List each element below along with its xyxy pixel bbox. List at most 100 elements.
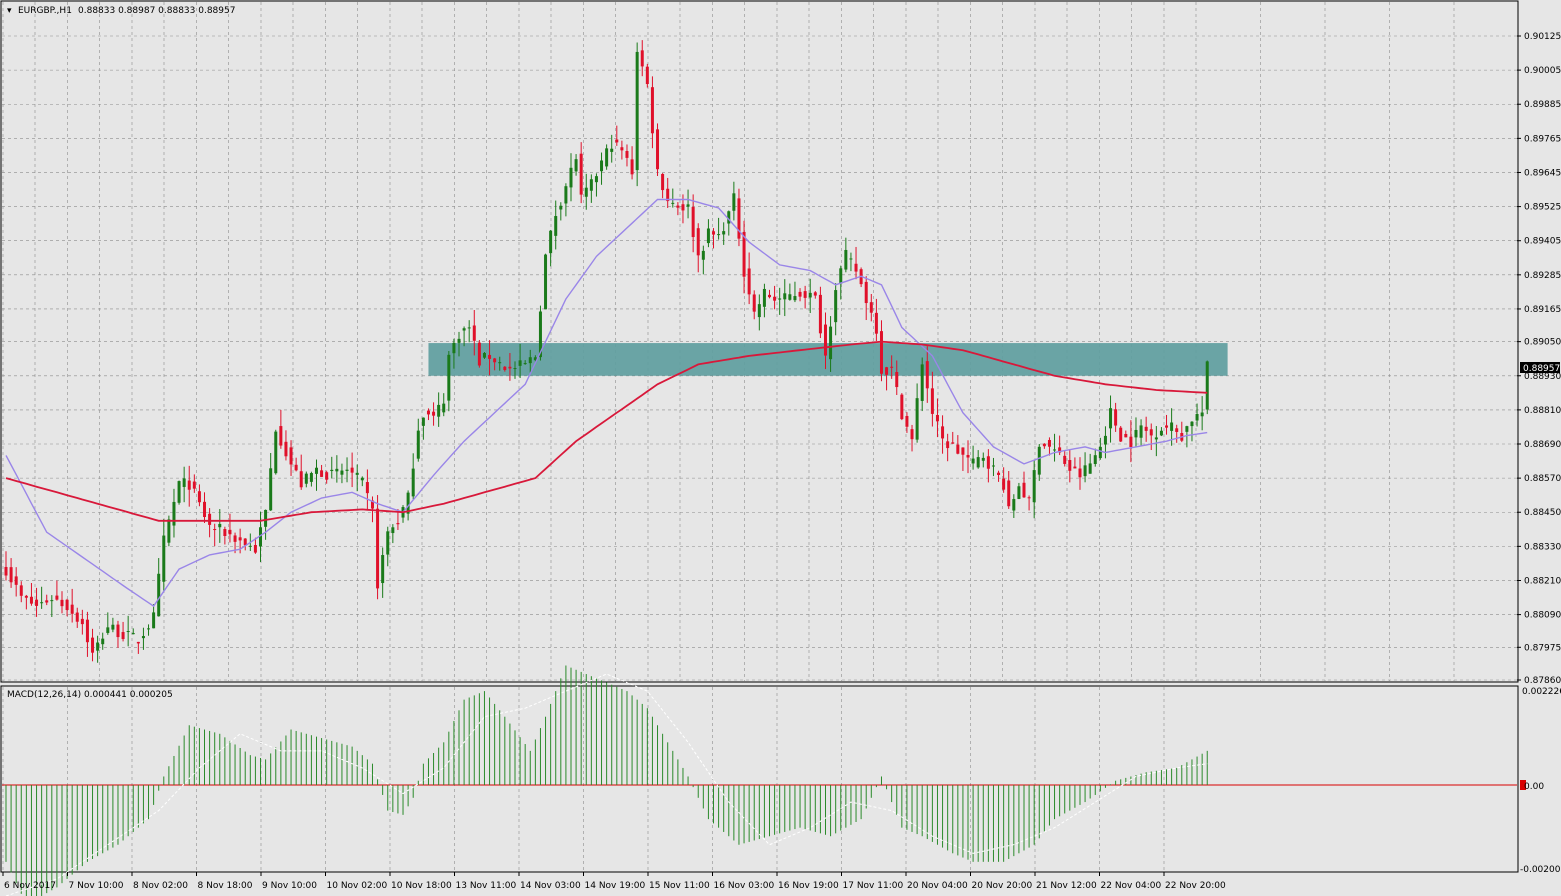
candle-body [116, 624, 120, 638]
candle-body [269, 468, 273, 511]
candle-body [503, 366, 507, 371]
candle-body [681, 204, 685, 211]
candle-body [727, 211, 731, 224]
candle-body [228, 529, 232, 535]
candle-body [289, 447, 293, 465]
candle-body [14, 576, 18, 585]
candle-body [1037, 446, 1041, 475]
candle-body [147, 628, 151, 630]
candle-body [152, 612, 156, 629]
candle-body [1093, 455, 1097, 464]
candle-body [742, 231, 746, 277]
candle-body [991, 465, 995, 467]
time-tick-label: 16 Nov 19:00 [778, 881, 839, 891]
candle-body [248, 545, 252, 547]
candle-body [345, 469, 349, 471]
time-tick-label: 10 Nov 02:00 [327, 881, 388, 891]
resistance-zone-rect [428, 343, 1228, 376]
candle-body [447, 354, 451, 401]
time-tick-label: 8 Nov 02:00 [133, 881, 188, 891]
macd-tick-zero: 0.00 [1524, 782, 1544, 792]
candle-body [890, 366, 894, 368]
candle-body [1129, 436, 1133, 448]
candle-body [335, 468, 339, 472]
price-tick-label: 0.87860 [1524, 676, 1561, 686]
candle-body [243, 538, 247, 546]
macd-label: MACD(12,26,14) 0.000441 0.000205 [7, 690, 173, 700]
time-tick-label: 20 Nov 04:00 [907, 881, 968, 891]
candle-body [238, 537, 242, 541]
candle-body [798, 291, 802, 297]
candle-body [834, 290, 838, 323]
candle-body [854, 263, 858, 272]
candle-body [793, 296, 797, 301]
candle-body [136, 641, 140, 644]
candle-body [9, 567, 13, 583]
candle-body [299, 471, 303, 488]
candle-body [452, 342, 456, 354]
candle-body [365, 482, 369, 494]
candle-body [773, 296, 777, 301]
candle-body [956, 444, 960, 454]
price-tick-label: 0.87975 [1524, 643, 1561, 653]
price-tick-label: 0.89525 [1524, 203, 1561, 213]
candle-body [314, 467, 318, 474]
candle-body [864, 281, 868, 304]
candle-body [432, 411, 436, 416]
price-tick-label: 0.89165 [1524, 305, 1561, 315]
time-axis: 6 Nov 2017 7 Nov 10:00 8 Nov 02:00 8 Nov 18… [2, 872, 1226, 891]
candle-body [671, 202, 675, 204]
resistance-zone[interactable] [428, 343, 1228, 376]
price-tick-label: 0.88690 [1524, 440, 1561, 450]
candle-body [594, 176, 598, 183]
candle-body [111, 624, 115, 630]
candle-body [630, 159, 634, 175]
price-tick-label: 0.89285 [1524, 271, 1561, 281]
candle-body [284, 441, 288, 457]
candle-body [808, 292, 812, 298]
candle-body [218, 523, 222, 528]
candle-body [386, 531, 390, 555]
candle-body [1149, 429, 1153, 436]
candle-body [106, 627, 110, 633]
candle-body [416, 430, 420, 459]
candle-body [1139, 425, 1143, 438]
candle-body [584, 187, 588, 197]
candle-body [1032, 470, 1036, 503]
candle-body [538, 311, 542, 358]
candle-body [1185, 426, 1189, 432]
candle-body [131, 633, 135, 635]
candle-body [197, 491, 201, 503]
candle-body [467, 327, 471, 329]
candle-body [528, 357, 532, 364]
candle-body [376, 508, 380, 589]
candle-body [101, 638, 105, 645]
candle-body [1165, 425, 1169, 428]
candle-body [879, 331, 883, 374]
grid [2, 2, 1517, 871]
candle-body [304, 473, 308, 484]
candles [4, 40, 1209, 663]
candle-body [141, 636, 145, 639]
candle-body [712, 231, 716, 235]
candle-body [549, 230, 553, 254]
candle-body [533, 357, 537, 361]
candle-body [162, 535, 166, 582]
candle-body [1103, 435, 1107, 445]
candle-body [325, 472, 329, 480]
candle-body [915, 398, 919, 440]
collapse-arrow-icon[interactable]: ▾ [7, 6, 12, 16]
candle-body [70, 604, 74, 614]
candle-body [411, 468, 415, 497]
candle-body [60, 599, 64, 607]
candle-body [1124, 433, 1128, 438]
candle-body [686, 204, 690, 207]
candle-body [650, 87, 654, 134]
candle-body [976, 457, 980, 468]
price-tick-label: 0.90005 [1524, 66, 1561, 76]
time-tick-label: 7 Nov 10:00 [69, 881, 124, 891]
price-tick-label: 0.89885 [1524, 100, 1561, 110]
macd-signal-line [5, 673, 1208, 896]
candle-body [905, 415, 909, 427]
